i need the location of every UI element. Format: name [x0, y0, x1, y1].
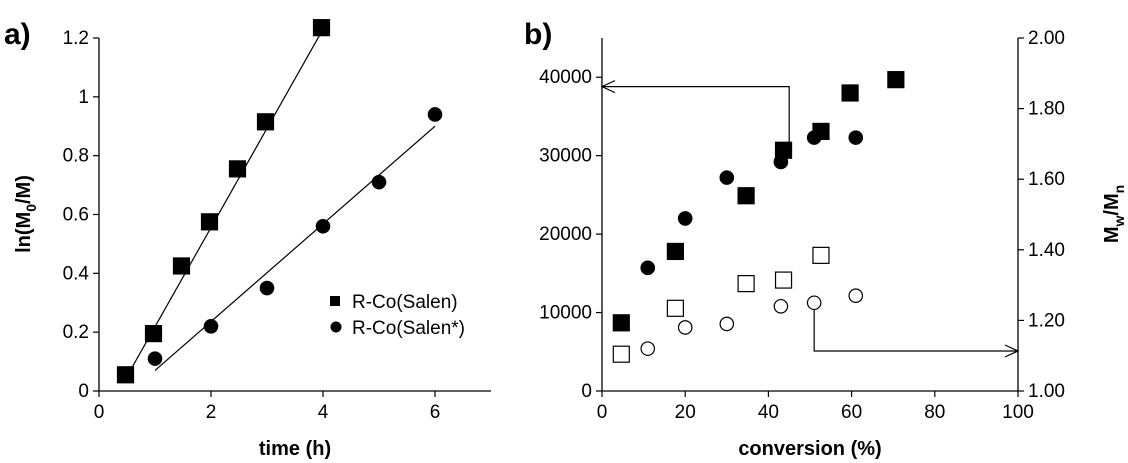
data-point-series-0 [116, 366, 135, 384]
data-point-series-1 [427, 107, 443, 122]
x-tick-label: 80 [924, 402, 945, 423]
data-point-series-1 [719, 170, 735, 185]
panel-a-x-ticks: 0 2 4 6 [94, 391, 441, 423]
data-point-series-1 [677, 211, 693, 226]
legend-label-salen: R-Co(Salen) [352, 292, 458, 313]
data-point-series-3 [806, 295, 822, 311]
data-point-series-0 [887, 71, 905, 89]
x-tick-label: 4 [318, 402, 329, 423]
arrow-line-1 [813, 303, 1018, 352]
panel-a-label: a) [4, 18, 31, 51]
y-tick-label: 0 [78, 381, 89, 402]
x-tick-label: 0 [94, 402, 105, 423]
y-tick-label: 10000 [539, 303, 592, 324]
y-tick-label: 1 [78, 87, 89, 108]
panel-b-x-ticks: 0 20 40 60 80 100 [597, 391, 1034, 423]
x-tick-label: 0 [597, 402, 608, 423]
y-tick-label: 0.8 [63, 146, 89, 167]
data-point-series-2 [774, 271, 793, 289]
data-point-series-3 [640, 341, 656, 356]
legend-label-salen-star: R-Co(Salen*) [352, 318, 465, 339]
panel-a: a) 0 0.2 0.4 0.6 0.8 1 1.2 0 2 4 6 ln(M0/M) time … [4, 18, 491, 460]
x-tick-label: 40 [758, 402, 779, 423]
data-point-series-0 [312, 19, 331, 37]
y-tick-label: 0.4 [63, 263, 90, 284]
panel-b-label: b) [524, 18, 552, 51]
arrow-head-1 [1004, 344, 1020, 358]
legend-marker-salen-star [330, 321, 342, 333]
data-point-series-0 [256, 113, 275, 131]
panel-a-x-label: time (h) [259, 438, 331, 460]
data-point-series-3 [719, 316, 735, 332]
y2-tick-label: 1.60 [1028, 169, 1065, 190]
data-point-series-2 [737, 275, 755, 293]
panel-b-y2-ticks: 1.00 1.20 1.40 1.60 1.80 2.00 [1018, 28, 1065, 402]
y2-tick-label: 1.80 [1028, 99, 1065, 120]
data-point-series-1 [773, 154, 789, 170]
panel-b-y2-label: Mw/Mn [1101, 185, 1127, 243]
y-tick-label: 30000 [539, 146, 592, 167]
data-point-series-1 [806, 130, 822, 145]
data-point-series-0 [841, 84, 859, 102]
y2-tick-label: 1.00 [1028, 381, 1065, 402]
panel-b-annotations [600, 80, 1020, 358]
data-point-series-0 [228, 160, 247, 178]
data-point-series-3 [677, 320, 693, 335]
x-tick-label: 2 [206, 402, 217, 423]
data-point-series-1 [203, 318, 219, 334]
panel-a-y-label: ln(M0/M) [13, 175, 39, 253]
data-point-series-2 [666, 299, 684, 317]
y2-tick-label: 1.40 [1028, 240, 1065, 261]
arrow-line-0 [602, 86, 790, 152]
data-point-series-3 [848, 288, 864, 303]
x-tick-label: 20 [675, 402, 696, 423]
data-point-series-3 [773, 298, 789, 314]
fit-line-series-0 [126, 28, 324, 377]
data-point-series-0 [612, 314, 630, 332]
arrow-head-0 [600, 80, 616, 94]
data-point-series-1 [371, 174, 387, 190]
data-point-series-0 [172, 257, 191, 275]
y2-tick-label: 1.20 [1028, 310, 1065, 331]
data-point-series-1 [147, 351, 163, 366]
y-tick-label: 0.2 [63, 322, 89, 343]
data-point-series-2 [812, 246, 830, 264]
data-point-series-2 [612, 345, 630, 363]
data-point-series-1 [640, 260, 656, 276]
y-tick-label: 0.6 [63, 205, 89, 226]
x-tick-label: 60 [841, 402, 862, 423]
y-tick-label: 40000 [539, 67, 592, 88]
data-point-series-1 [848, 130, 864, 145]
data-point-series-0 [737, 187, 755, 205]
panel-b-plot-area [612, 71, 905, 363]
panel-b-y-ticks: 0 10000 20000 30000 40000 [539, 67, 602, 402]
data-point-series-0 [200, 213, 219, 231]
panel-a-legend: R-Co(Salen) R-Co(Salen*) [330, 292, 465, 339]
panel-a-plot-area [116, 19, 443, 384]
panel-b: b) 0 10000 20000 30000 40000 1.00 1.20 1.40 1.6… [524, 18, 1127, 460]
data-point-series-1 [259, 280, 275, 296]
panel-b-x-label: conversion (%) [738, 438, 881, 460]
x-tick-label: 100 [1002, 402, 1034, 423]
fit-line-series-1 [154, 125, 436, 371]
panel-a-y-ticks: 0 0.2 0.4 0.6 0.8 1 1.2 [63, 28, 99, 402]
y-tick-label: 1.2 [63, 28, 89, 49]
y-tick-label: 0 [581, 381, 592, 402]
y2-tick-label: 2.00 [1028, 28, 1065, 49]
legend-marker-salen [330, 296, 340, 306]
data-point-series-0 [666, 242, 684, 261]
y-tick-label: 20000 [539, 224, 592, 245]
data-point-series-1 [315, 218, 331, 234]
data-point-series-0 [144, 325, 163, 343]
x-tick-label: 6 [430, 402, 441, 423]
